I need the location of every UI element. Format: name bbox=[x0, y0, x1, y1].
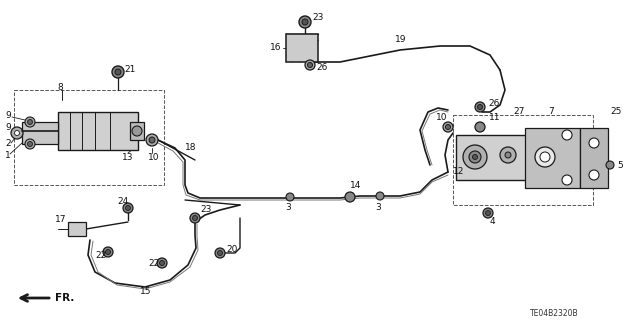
Circle shape bbox=[469, 151, 481, 163]
Text: 23: 23 bbox=[200, 205, 211, 214]
Circle shape bbox=[475, 122, 485, 132]
Circle shape bbox=[299, 16, 311, 28]
Bar bbox=[286, 34, 318, 62]
Text: 26: 26 bbox=[316, 63, 328, 73]
Circle shape bbox=[589, 138, 599, 148]
Circle shape bbox=[157, 258, 167, 268]
Text: 2: 2 bbox=[5, 139, 11, 148]
Circle shape bbox=[562, 175, 572, 185]
Text: 5: 5 bbox=[617, 161, 623, 170]
Circle shape bbox=[475, 102, 485, 112]
Circle shape bbox=[376, 192, 384, 200]
Bar bbox=[580, 128, 608, 188]
Text: 23: 23 bbox=[312, 13, 323, 22]
Bar bbox=[58, 112, 138, 150]
Circle shape bbox=[286, 193, 294, 201]
Circle shape bbox=[483, 208, 493, 218]
Text: 24: 24 bbox=[117, 196, 128, 205]
Circle shape bbox=[103, 247, 113, 257]
Circle shape bbox=[149, 137, 155, 143]
Text: 3: 3 bbox=[285, 203, 291, 212]
Bar bbox=[68, 222, 86, 236]
Circle shape bbox=[477, 105, 483, 109]
Text: 25: 25 bbox=[610, 108, 621, 116]
Circle shape bbox=[505, 152, 511, 158]
Circle shape bbox=[193, 215, 198, 220]
Bar bbox=[453, 115, 593, 205]
Text: 8: 8 bbox=[57, 83, 63, 92]
Circle shape bbox=[463, 145, 487, 169]
Circle shape bbox=[190, 213, 200, 223]
Circle shape bbox=[305, 60, 315, 70]
Circle shape bbox=[106, 250, 111, 254]
Text: 9: 9 bbox=[5, 111, 11, 121]
Text: 12: 12 bbox=[453, 167, 465, 177]
Text: 1: 1 bbox=[5, 150, 11, 159]
Text: 10: 10 bbox=[148, 153, 159, 162]
Circle shape bbox=[132, 126, 142, 136]
Circle shape bbox=[159, 260, 164, 266]
Text: 22: 22 bbox=[95, 251, 106, 260]
Text: 17: 17 bbox=[55, 214, 67, 223]
Circle shape bbox=[535, 147, 555, 167]
Circle shape bbox=[112, 66, 124, 78]
Bar bbox=[14, 90, 164, 185]
Bar bbox=[525, 128, 580, 188]
Circle shape bbox=[28, 141, 33, 147]
Bar bbox=[130, 122, 144, 140]
Circle shape bbox=[25, 139, 35, 149]
Circle shape bbox=[146, 134, 158, 146]
Circle shape bbox=[472, 155, 477, 159]
Circle shape bbox=[123, 203, 133, 213]
Text: 16: 16 bbox=[270, 44, 282, 52]
Circle shape bbox=[115, 69, 121, 75]
Circle shape bbox=[606, 161, 614, 169]
Text: 7: 7 bbox=[548, 108, 554, 116]
Circle shape bbox=[345, 192, 355, 202]
Text: 22: 22 bbox=[148, 259, 159, 268]
Circle shape bbox=[562, 130, 572, 140]
Circle shape bbox=[540, 152, 550, 162]
Text: 15: 15 bbox=[140, 287, 152, 297]
Text: 20: 20 bbox=[226, 245, 237, 254]
Text: 4: 4 bbox=[490, 218, 495, 227]
Circle shape bbox=[218, 251, 223, 255]
Text: 26: 26 bbox=[488, 100, 499, 108]
Circle shape bbox=[15, 131, 19, 135]
Circle shape bbox=[486, 211, 490, 215]
Circle shape bbox=[25, 117, 35, 127]
Circle shape bbox=[307, 62, 312, 68]
Text: 21: 21 bbox=[124, 66, 136, 75]
Bar bbox=[22, 122, 58, 144]
Text: 9: 9 bbox=[5, 123, 11, 132]
Circle shape bbox=[500, 147, 516, 163]
Circle shape bbox=[302, 19, 308, 25]
Text: 14: 14 bbox=[350, 181, 362, 190]
Circle shape bbox=[443, 122, 453, 132]
Circle shape bbox=[445, 124, 451, 130]
Text: FR.: FR. bbox=[55, 293, 74, 303]
Circle shape bbox=[11, 127, 23, 139]
Text: 13: 13 bbox=[122, 153, 134, 162]
Text: 19: 19 bbox=[395, 35, 406, 44]
Circle shape bbox=[589, 170, 599, 180]
Circle shape bbox=[28, 119, 33, 124]
Text: 27: 27 bbox=[513, 108, 524, 116]
Text: 3: 3 bbox=[375, 203, 381, 212]
Text: 18: 18 bbox=[185, 142, 196, 151]
Text: 10: 10 bbox=[436, 114, 447, 123]
Circle shape bbox=[125, 205, 131, 211]
Text: 11: 11 bbox=[489, 114, 500, 123]
Circle shape bbox=[215, 248, 225, 258]
Bar bbox=[456, 135, 526, 180]
Text: TE04B2320B: TE04B2320B bbox=[530, 308, 579, 317]
